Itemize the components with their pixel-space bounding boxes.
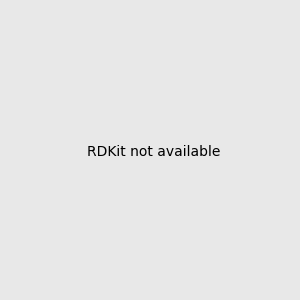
Text: RDKit not available: RDKit not available (87, 145, 220, 158)
